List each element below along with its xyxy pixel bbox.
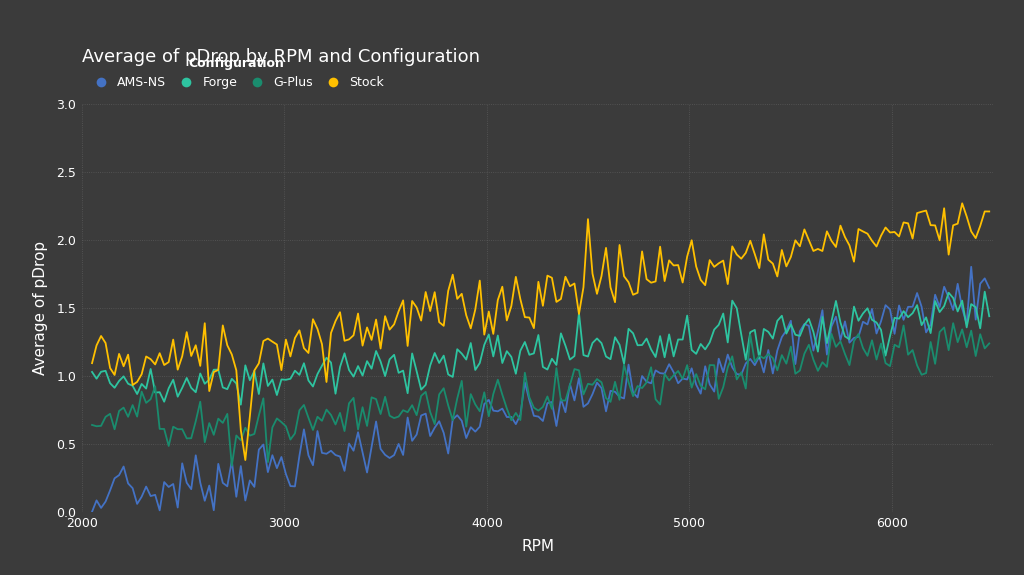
Legend: AMS-NS, Forge, G-Plus, Stock: AMS-NS, Forge, G-Plus, Stock	[88, 57, 384, 89]
Y-axis label: Average of pDrop: Average of pDrop	[33, 240, 48, 375]
X-axis label: RPM: RPM	[521, 539, 554, 554]
Text: Average of pDrop by RPM and Configuration: Average of pDrop by RPM and Configuratio…	[82, 48, 480, 66]
